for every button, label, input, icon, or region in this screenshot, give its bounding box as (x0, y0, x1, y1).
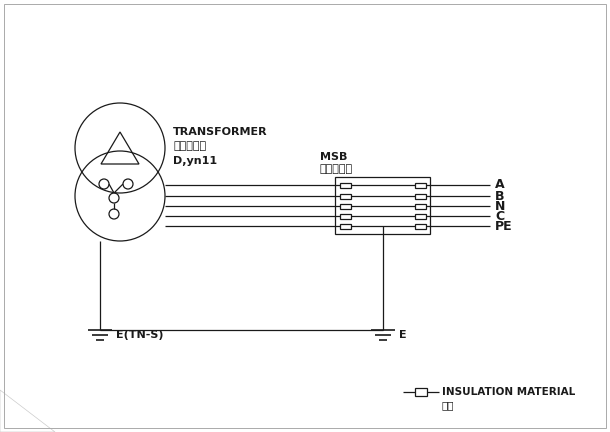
Text: N: N (495, 200, 505, 213)
Bar (340, 223, 351, 229)
Bar (335, 177, 430, 234)
Text: MSB: MSB (320, 152, 347, 162)
Text: D,yn11: D,yn11 (173, 156, 217, 166)
Bar (415, 223, 426, 229)
Text: 干式变压器: 干式变压器 (173, 141, 206, 151)
Bar (415, 203, 426, 209)
Text: B: B (495, 190, 504, 203)
Text: 低压配电柜: 低压配电柜 (320, 164, 353, 174)
Bar (340, 194, 351, 198)
Text: PE: PE (495, 219, 512, 232)
Bar (340, 182, 351, 187)
Text: 绦缘: 绦缘 (442, 400, 454, 410)
Bar (415, 194, 426, 198)
Text: E(TN-S): E(TN-S) (116, 330, 163, 340)
Text: A: A (495, 178, 504, 191)
Bar (340, 203, 351, 209)
Text: INSULATION MATERIAL: INSULATION MATERIAL (442, 387, 575, 397)
Bar (340, 213, 351, 219)
Text: E: E (399, 330, 407, 340)
Bar (415, 182, 426, 187)
Bar (415, 213, 426, 219)
Text: TRANSFORMER: TRANSFORMER (173, 127, 268, 137)
Text: C: C (495, 210, 504, 222)
Bar (415, 388, 427, 396)
